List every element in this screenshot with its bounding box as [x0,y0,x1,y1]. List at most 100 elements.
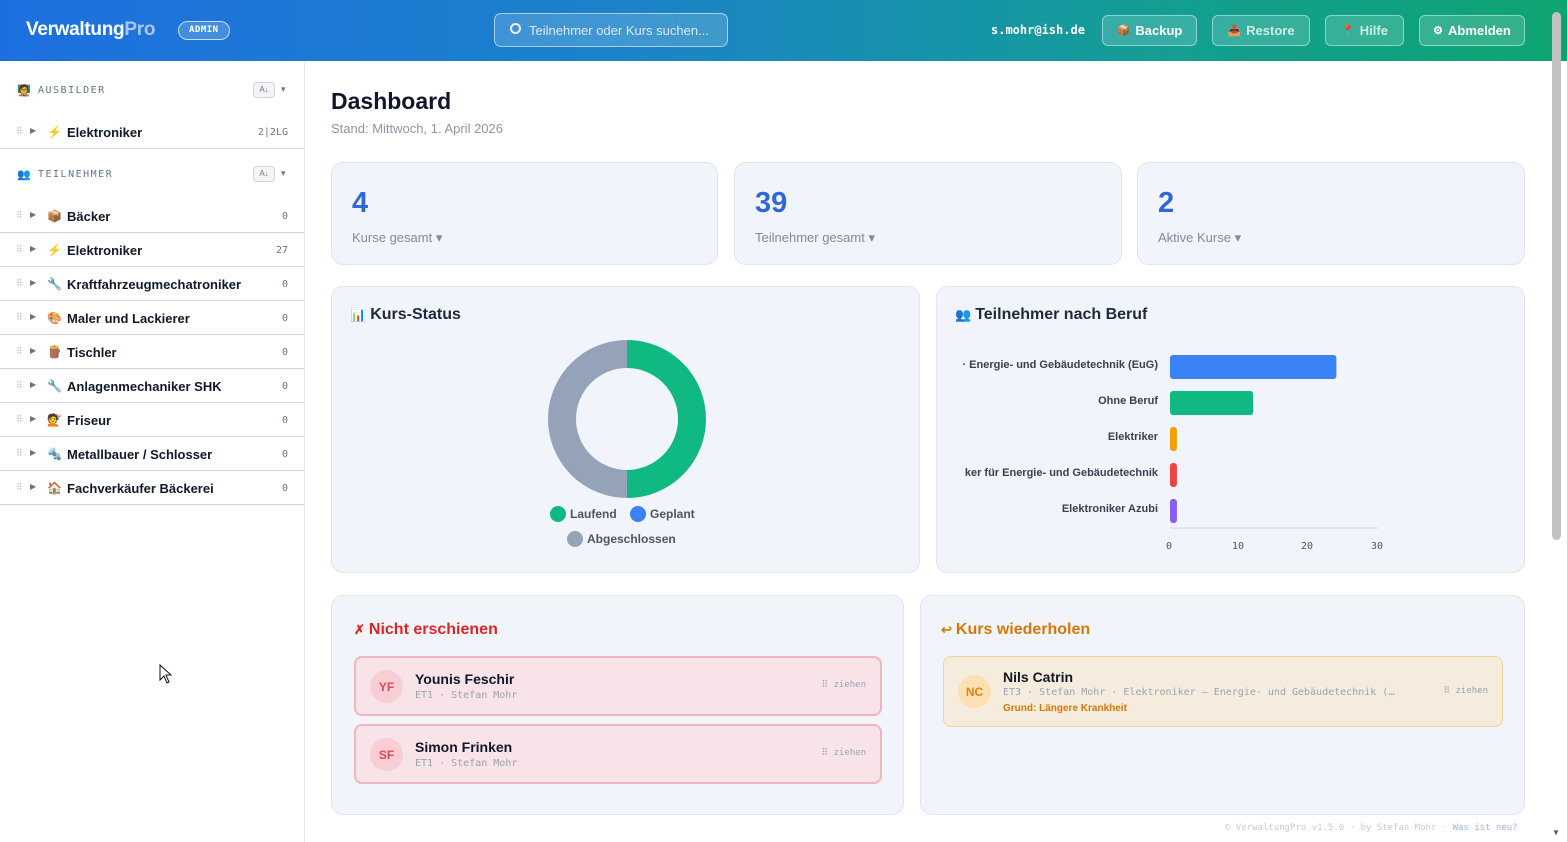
drag-handle-icon[interactable]: ⠿ [16,278,23,288]
bar-4[interactable] [1170,499,1177,523]
drag-handle-icon[interactable]: ⠿ [16,482,23,492]
sidebar-item-tischler[interactable]: ⠿ ▶ 🪵 Tischler 0 [0,335,304,369]
house-icon: 🏠 [47,481,62,495]
bar-label: Elektroniker Azubi [1061,503,1158,515]
mouse-cursor-icon [159,664,173,684]
stat-card-aktive-kurse[interactable]: 2 Aktive Kurse ▾ [1137,162,1525,265]
brand-logo[interactable]: VerwaltungPro [26,19,156,40]
nicht-erschienen-card: ✗ Nicht erschienen YF Younis Feschir ET1 … [331,595,904,815]
sidebar-item-elektroniker[interactable]: ⠿ ▶ ⚡ Elektroniker 27 [0,233,304,267]
expand-icon[interactable]: ▶ [30,244,37,253]
expand-icon[interactable]: ▶ [30,346,37,355]
x-tick-label: 10 [1232,541,1245,552]
bar-labels: · Energie- und Gebäudetechnik (EuG) Ohne… [951,350,1158,530]
collapse-icon[interactable]: ▾ [281,84,286,94]
donut-slice-abgeschlossen[interactable] [548,340,706,498]
stat-card-teilnehmer[interactable]: 39 Teilnehmer gesamt ▾ [734,162,1122,265]
bar-label: Elektriker [1107,431,1158,443]
package-icon: 📦 [1116,25,1131,37]
bar-1[interactable] [1170,391,1254,415]
lightning-icon: ⚡ [47,243,62,257]
restore-button[interactable]: 📥 Restore [1212,15,1310,46]
legend-item-laufend[interactable]: Laufend [550,506,617,522]
drag-handle-icon[interactable]: ⠿ [16,126,23,136]
person-card[interactable]: SF Simon Frinken ET1 · Stefan Mohr ⠿ zie… [354,724,882,784]
sidebar-item-friseur[interactable]: ⠿ ▶ 💇 Friseur 0 [0,403,304,437]
trainer-icon: 🧑‍🏫 [17,85,31,97]
drag-handle-icon[interactable]: ⠿ [16,414,23,424]
sidebar-item-baecker[interactable]: ⠿ ▶ 📦 Bäcker 0 [0,199,304,233]
drag-handle-icon[interactable]: ⠿ [16,346,23,356]
role-badge: ADMIN [178,21,230,40]
sidebar: 🧑‍🏫 AUSBILDER A↓ ▾ ⠿ ▶ ⚡ Elektroniker 2|… [0,61,305,842]
box-icon: 📦 [47,209,62,223]
drag-handle[interactable]: ⠿ ziehen [821,680,866,690]
sidebar-item-fachverkaeufer[interactable]: ⠿ ▶ 🏠 Fachverkäufer Bäckerei 0 [0,471,304,505]
sidebar-item-kfz[interactable]: ⠿ ▶ 🔧 Kraftfahrzeugmechatroniker 0 [0,267,304,301]
expand-icon[interactable]: ▶ [30,448,37,457]
expand-icon[interactable]: ▶ [30,278,37,287]
person-card[interactable]: YF Younis Feschir ET1 · Stefan Mohr ⠿ zi… [354,656,882,716]
drag-handle-icon[interactable]: ⠿ [16,244,23,254]
person-card[interactable]: NC Nils Catrin ET3 · Stefan Mohr · Elekt… [943,656,1503,727]
beruf-bar-chart [1170,355,1378,529]
gear-icon: ⚙ [1433,25,1444,37]
stat-card-kurse[interactable]: 4 Kurse gesamt ▾ [331,162,718,265]
sort-button[interactable]: A↓ [253,82,275,98]
drag-handle[interactable]: ⠿ ziehen [821,748,866,758]
bar-label: ker für Energie- und Gebäudetechnik [964,467,1158,479]
sidebar-item-metallbauer[interactable]: ⠿ ▶ 🔩 Metallbauer / Schlosser 0 [0,437,304,471]
wrench-icon: 🔧 [47,277,62,291]
search-input[interactable] [494,13,728,47]
sidebar-item-ausbilder-elektroniker[interactable]: ⠿ ▶ ⚡ Elektroniker 2|2LG [0,115,304,149]
user-email: s.mohr@ish.de [991,23,1085,37]
expand-icon[interactable]: ▶ [30,380,37,389]
expand-icon[interactable]: ▶ [30,126,37,135]
drag-handle-icon[interactable]: ⠿ [16,312,23,322]
wood-icon: 🪵 [47,345,62,359]
help-button[interactable]: 📍 Hilfe [1325,15,1404,46]
expand-icon[interactable]: ▶ [30,312,37,321]
bar-label: Ohne Beruf [1098,395,1158,407]
pin-icon: 📍 [1341,25,1355,37]
legend-item-abgeschlossen[interactable]: Abgeschlossen [567,531,676,547]
backup-button[interactable]: 📦 Backup [1102,15,1197,46]
x-tick-label: 30 [1371,541,1384,552]
x-tick-label: 20 [1301,541,1314,552]
beruf-card: 👥 Teilnehmer nach Beruf [936,286,1525,573]
bar-label: · Energie- und Gebäudetechnik (EuG) [962,359,1158,371]
section-header-teilnehmer: 👥 TEILNEHMER A↓ ▾ [17,166,286,182]
footer-note: © VerwaltungPro v1.5.0 · by Stefan Mohr … [1225,823,1518,833]
sidebar-item-maler[interactable]: ⠿ ▶ 🎨 Maler und Lackierer 0 [0,301,304,335]
page-subtitle: Stand: Mittwoch, 1. April 2026 [331,121,503,136]
search-icon [510,23,521,34]
drag-handle-icon[interactable]: ⠿ [16,210,23,220]
x-mark-icon: ✗ [354,622,365,637]
whats-new-link[interactable]: Was ist neu? [1452,823,1518,833]
bar-0[interactable] [1170,355,1337,379]
kurs-status-card: 📊 Kurs-Status Laufend Geplant Abgeschloss… [331,286,920,573]
legend-item-geplant[interactable]: Geplant [630,506,695,522]
sidebar-item-shk[interactable]: ⠿ ▶ 🔧 Anlagenmechaniker SHK 0 [0,369,304,403]
drag-handle[interactable]: ⠿ ziehen [1443,686,1488,696]
drag-handle-icon[interactable]: ⠿ [16,448,23,458]
restore-icon: 📥 [1227,25,1242,37]
return-arrow-icon: ↩ [941,622,952,637]
expand-icon[interactable]: ▶ [30,210,37,219]
expand-icon[interactable]: ▶ [30,414,37,423]
bar-3[interactable] [1170,463,1177,487]
haircut-icon: 💇 [47,413,62,427]
scroll-down-arrow-icon[interactable]: ▼ [1552,828,1560,837]
kurs-status-donut-chart [548,340,706,498]
logout-button[interactable]: ⚙ Abmelden [1419,15,1525,46]
scrollbar[interactable] [1552,12,1561,540]
drag-handle-icon[interactable]: ⠿ [16,380,23,390]
avatar: SF [370,738,403,771]
collapse-icon[interactable]: ▾ [281,168,286,178]
bar-2[interactable] [1170,427,1177,451]
section-header-ausbilder: 🧑‍🏫 AUSBILDER A↓ ▾ [17,82,286,98]
avatar: YF [370,670,403,703]
people-icon: 👥 [17,169,31,181]
sort-button[interactable]: A↓ [253,166,275,182]
expand-icon[interactable]: ▶ [30,482,37,491]
